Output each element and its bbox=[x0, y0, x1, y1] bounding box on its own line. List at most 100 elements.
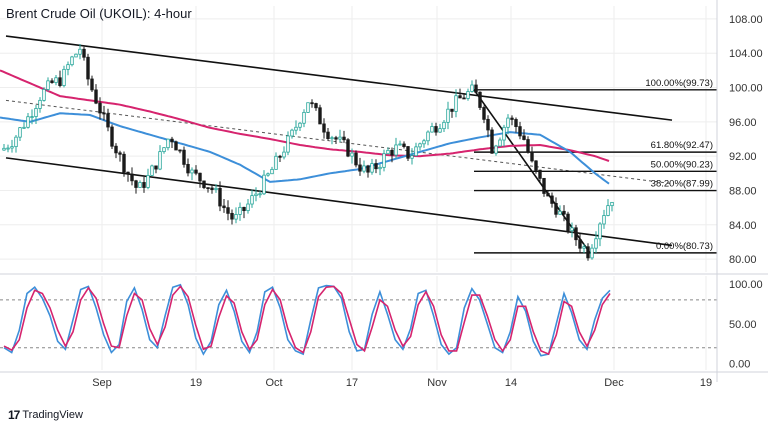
candle-body[interactable] bbox=[26, 116, 30, 128]
trendline-channel-upper[interactable] bbox=[5, 35, 673, 121]
candle-body[interactable] bbox=[34, 108, 38, 117]
candle-body[interactable] bbox=[70, 56, 74, 66]
candle-body[interactable] bbox=[242, 206, 246, 212]
candle-body[interactable] bbox=[154, 165, 158, 170]
candle-body[interactable] bbox=[602, 215, 606, 225]
candle-body[interactable] bbox=[546, 193, 550, 197]
candle-body[interactable] bbox=[62, 68, 66, 86]
candle-body[interactable] bbox=[298, 122, 302, 128]
candle-body[interactable] bbox=[86, 56, 90, 80]
candle-body[interactable] bbox=[430, 126, 434, 133]
candle-body[interactable] bbox=[74, 53, 78, 58]
candle-body[interactable] bbox=[554, 202, 558, 215]
candle-body[interactable] bbox=[550, 195, 554, 204]
candle-body[interactable] bbox=[114, 145, 118, 154]
candle-body[interactable] bbox=[426, 131, 430, 142]
candle-body[interactable] bbox=[190, 169, 194, 174]
candle-body[interactable] bbox=[198, 172, 202, 182]
candle-body[interactable] bbox=[610, 201, 614, 207]
candle-body[interactable] bbox=[158, 151, 162, 170]
candle-body[interactable] bbox=[478, 91, 482, 108]
candle-body[interactable] bbox=[126, 171, 130, 175]
candle-body[interactable] bbox=[2, 147, 6, 151]
candle-body[interactable] bbox=[210, 187, 214, 190]
candle-body[interactable] bbox=[234, 214, 238, 220]
candle-body[interactable] bbox=[362, 165, 366, 172]
candle-body[interactable] bbox=[30, 116, 34, 118]
candle-body[interactable] bbox=[334, 137, 338, 140]
candle-body[interactable] bbox=[606, 205, 610, 216]
candle-body[interactable] bbox=[14, 136, 18, 148]
candle-body[interactable] bbox=[10, 146, 14, 149]
candle-body[interactable] bbox=[262, 174, 266, 195]
candle-body[interactable] bbox=[566, 213, 570, 232]
sma-slow-line[interactable] bbox=[0, 69, 610, 162]
candle-body[interactable] bbox=[526, 139, 530, 153]
candle-body[interactable] bbox=[422, 140, 426, 145]
candle-body[interactable] bbox=[246, 203, 250, 212]
candle-body[interactable] bbox=[142, 182, 146, 188]
candle-body[interactable] bbox=[502, 126, 506, 141]
candle-body[interactable] bbox=[66, 64, 70, 70]
candle-body[interactable] bbox=[290, 129, 294, 137]
candle-body[interactable] bbox=[414, 146, 418, 157]
candle-body[interactable] bbox=[390, 149, 394, 156]
candle-body[interactable] bbox=[18, 127, 22, 138]
candle-body[interactable] bbox=[406, 146, 410, 159]
candle-body[interactable] bbox=[58, 77, 62, 86]
candle-body[interactable] bbox=[162, 147, 166, 153]
candle-body[interactable] bbox=[438, 128, 442, 133]
candle-body[interactable] bbox=[146, 175, 150, 188]
candle-body[interactable] bbox=[518, 126, 522, 137]
candle-body[interactable] bbox=[230, 212, 234, 220]
candle-body[interactable] bbox=[130, 173, 134, 182]
candle-body[interactable] bbox=[310, 102, 314, 105]
candle-body[interactable] bbox=[42, 89, 46, 101]
candle-body[interactable] bbox=[170, 138, 174, 143]
candle-body[interactable] bbox=[94, 89, 98, 104]
candle-body[interactable] bbox=[302, 111, 306, 124]
stochastic-d-line[interactable] bbox=[3, 285, 611, 356]
candle-body[interactable] bbox=[346, 139, 350, 157]
candle-body[interactable] bbox=[214, 187, 218, 190]
tradingview-logo[interactable]: 17 TradingView bbox=[8, 408, 83, 422]
candle-body[interactable] bbox=[490, 129, 494, 154]
candle-body[interactable] bbox=[374, 163, 378, 170]
candle-body[interactable] bbox=[594, 238, 598, 249]
candle-body[interactable] bbox=[46, 80, 50, 90]
candle-body[interactable] bbox=[22, 126, 26, 129]
candle-body[interactable] bbox=[118, 152, 122, 155]
candle-body[interactable] bbox=[370, 163, 374, 173]
candle-body[interactable] bbox=[434, 126, 438, 133]
candle-body[interactable] bbox=[250, 195, 254, 205]
candle-body[interactable] bbox=[574, 227, 578, 241]
candle-body[interactable] bbox=[510, 117, 514, 120]
candle-body[interactable] bbox=[330, 137, 334, 140]
candle-body[interactable] bbox=[166, 138, 170, 149]
candle-body[interactable] bbox=[150, 165, 154, 176]
candle-body[interactable] bbox=[466, 91, 470, 99]
candle-body[interactable] bbox=[274, 155, 278, 170]
candle-body[interactable] bbox=[326, 131, 330, 140]
candle-body[interactable] bbox=[322, 123, 326, 133]
candle-body[interactable] bbox=[382, 153, 386, 168]
candle-body[interactable] bbox=[258, 193, 262, 196]
candle-body[interactable] bbox=[522, 135, 526, 140]
candle-body[interactable] bbox=[394, 144, 398, 156]
candle-body[interactable] bbox=[542, 177, 546, 194]
candle-body[interactable] bbox=[586, 246, 590, 259]
candle-body[interactable] bbox=[222, 205, 226, 209]
candle-body[interactable] bbox=[78, 48, 82, 55]
candle-body[interactable] bbox=[538, 169, 542, 179]
candle-body[interactable] bbox=[350, 152, 354, 157]
candle-body[interactable] bbox=[562, 210, 566, 215]
candle-body[interactable] bbox=[106, 113, 110, 128]
candle-body[interactable] bbox=[122, 153, 126, 173]
candle-body[interactable] bbox=[418, 143, 422, 148]
candle-body[interactable] bbox=[442, 121, 446, 130]
candle-body[interactable] bbox=[254, 193, 258, 197]
candle-body[interactable] bbox=[338, 136, 342, 140]
candle-body[interactable] bbox=[174, 141, 178, 151]
candle-body[interactable] bbox=[578, 239, 582, 249]
